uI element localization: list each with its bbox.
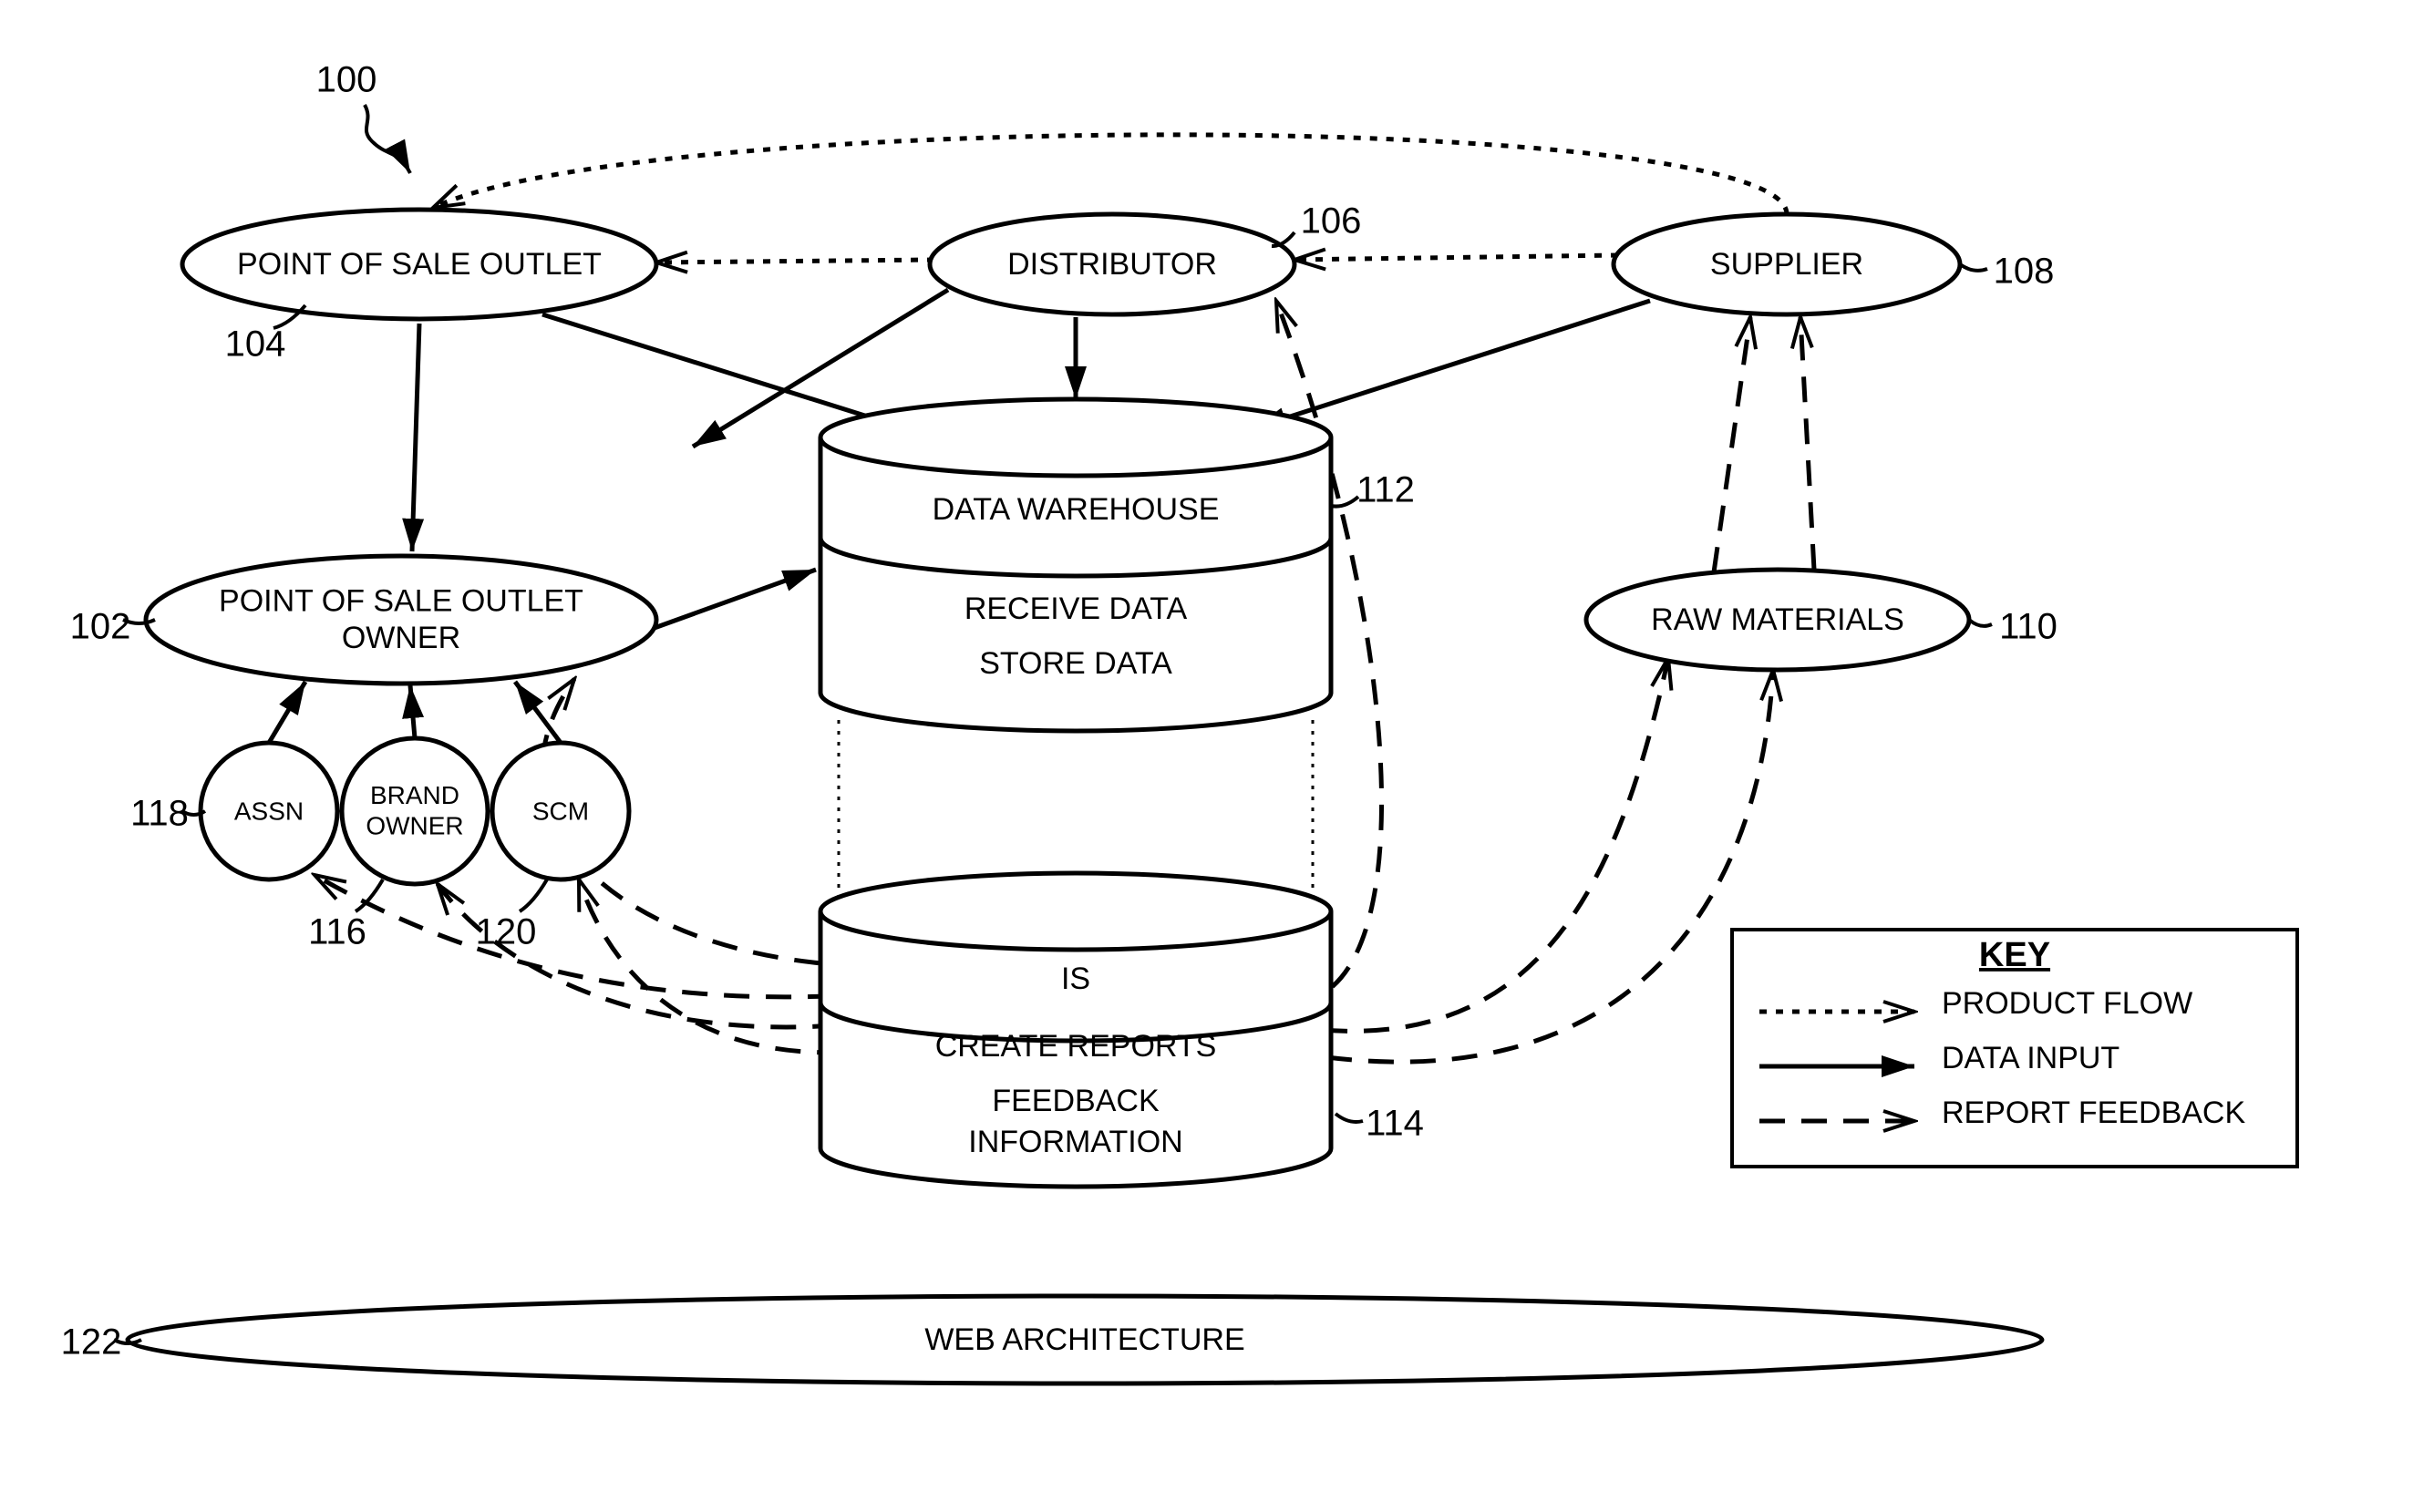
edge-report-feedback	[438, 884, 880, 1027]
node-label: OWNER	[342, 621, 460, 655]
svg-text:KEY: KEY	[1979, 936, 2050, 974]
svg-text:104: 104	[225, 324, 286, 365]
ref-110: 110	[1969, 607, 2058, 647]
ref-120: 120	[476, 879, 547, 952]
node-supplier: SUPPLIER	[1614, 214, 1960, 314]
legend-label: DATA INPUT	[1942, 1041, 2119, 1075]
svg-text:112: 112	[1356, 470, 1415, 510]
node-label: BRAND	[370, 781, 459, 809]
edge-report-feedback	[1800, 317, 1814, 570]
edge-report-feedback	[1326, 670, 1773, 1062]
legend-label: REPORT FEEDBACK	[1942, 1095, 2245, 1130]
svg-text:106: 106	[1301, 201, 1362, 242]
node-label: RAW MATERIALS	[1651, 602, 1904, 637]
svg-text:118: 118	[130, 794, 189, 834]
node-label: SUPPLIER	[1710, 247, 1863, 282]
ref-118: 118	[130, 794, 205, 834]
ref-112: 112	[1331, 470, 1415, 510]
ref-108: 108	[1960, 252, 2054, 292]
node-scm: SCM	[492, 743, 629, 879]
ref-104: 104	[225, 305, 305, 365]
is-cylinder-line: INFORMATION	[968, 1125, 1182, 1159]
node-pos: POINT OF SALE OUTLET	[182, 210, 656, 319]
svg-text:102: 102	[70, 607, 131, 647]
svg-text:110: 110	[1999, 607, 2058, 647]
edge-product-flow	[1294, 255, 1618, 260]
edge-data-input	[652, 570, 816, 629]
node-web: WEB ARCHITECTURE	[128, 1296, 2042, 1383]
node-label: POINT OF SALE OUTLET	[219, 583, 583, 618]
svg-text:100: 100	[316, 60, 377, 100]
data-warehouse-cylinder-line: STORE DATA	[979, 646, 1172, 681]
edge-report-feedback	[1714, 317, 1750, 572]
node-pos_owner: POINT OF SALE OUTLETOWNER	[146, 556, 656, 684]
ref-122: 122	[61, 1322, 141, 1363]
edge-product-flow	[656, 260, 934, 262]
ref-102: 102	[70, 607, 155, 647]
edge-data-input	[412, 324, 419, 551]
ref-100: 100	[316, 60, 410, 173]
is-cylinder: IS CREATE REPORTS FEEDBACK INFORMATION	[820, 873, 1331, 1187]
ref-106: 106	[1272, 201, 1361, 246]
data-warehouse-cylinder-line: RECEIVE DATA	[964, 591, 1188, 626]
node-raw: RAW MATERIALS	[1586, 570, 1969, 670]
node-label: OWNER	[366, 812, 463, 840]
data-warehouse-cylinder: DATA WAREHOUSE RECEIVE DATA STORE DATA	[820, 399, 1331, 731]
node-label: DISTRIBUTOR	[1007, 247, 1217, 282]
edge-data-input	[269, 682, 305, 743]
svg-text:120: 120	[476, 912, 537, 952]
node-label: SCM	[532, 797, 589, 825]
is-cylinder-line: CREATE REPORTS	[935, 1029, 1217, 1064]
edge-data-input	[410, 685, 415, 738]
svg-text:122: 122	[61, 1322, 122, 1363]
node-label: WEB ARCHITECTURE	[924, 1322, 1244, 1357]
edge-report-feedback	[1322, 658, 1668, 1031]
node-distributor: DISTRIBUTOR	[930, 214, 1294, 314]
svg-text:108: 108	[1994, 252, 2055, 292]
svg-text:114: 114	[1366, 1104, 1424, 1144]
diagram-canvas: DATA WAREHOUSE RECEIVE DATA STORE DATA IS CR…	[0, 0, 2434, 1512]
node-assn: ASSN	[201, 743, 337, 879]
node-brand: BRAND OWNER	[342, 738, 488, 884]
legend-key: KEY PRODUCT FLOW DATA INPUT REPORT FEEDBACK	[1732, 930, 2297, 1167]
is-cylinder-line: FEEDBACK	[992, 1084, 1160, 1118]
data-warehouse-cylinder-title: DATA WAREHOUSE	[933, 492, 1220, 527]
edge-report-feedback	[315, 875, 875, 997]
edge-product-flow	[433, 135, 1787, 214]
ref-114: 114	[1336, 1104, 1424, 1144]
svg-text:116: 116	[308, 912, 366, 952]
is-cylinder-title: IS	[1061, 962, 1090, 996]
node-label: POINT OF SALE OUTLET	[237, 247, 602, 282]
legend-label: PRODUCT FLOW	[1942, 986, 2192, 1021]
node-label: ASSN	[234, 797, 304, 825]
